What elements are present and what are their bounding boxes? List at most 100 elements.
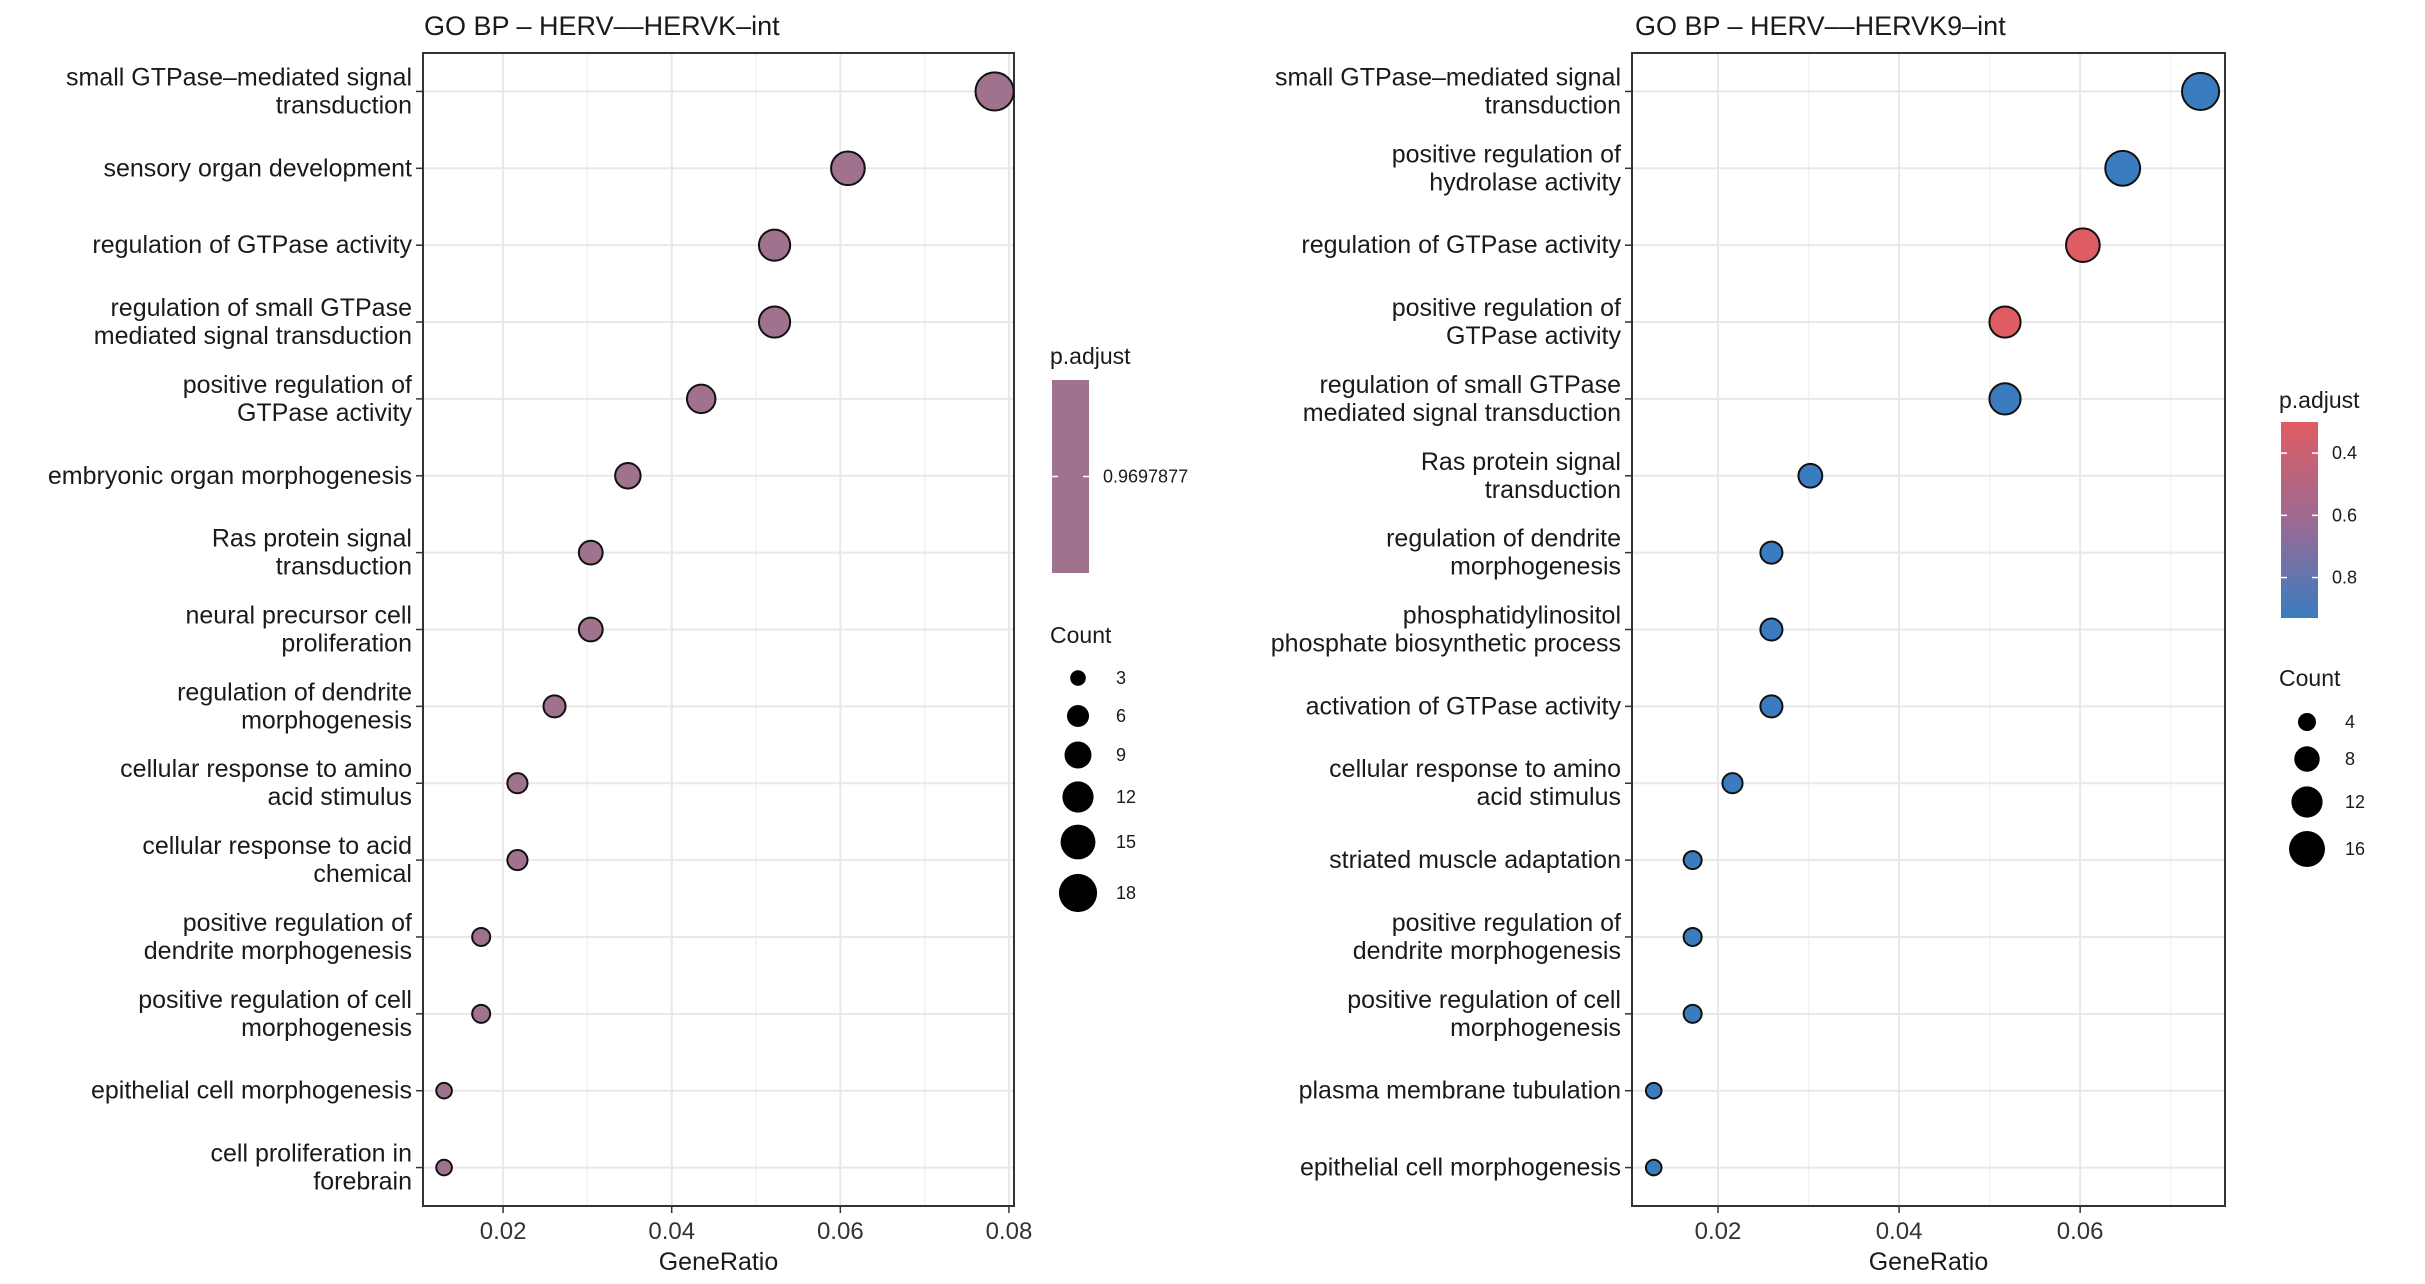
size-legend-title: Count [2279,665,2341,691]
panel-1: 0.02 0.04 0.06 0.08 small GTPase–mediated si… [48,11,1188,1276]
category-label-line: Ras protein signal [1421,448,1621,476]
category-label: cell proliferation in forebrain [211,1140,413,1196]
category-label-line: plasma membrane tubulation [1299,1077,1621,1105]
category-label: regulation of small GTPase mediated signa… [94,294,412,350]
data-point [1682,850,1703,871]
category-label-line: epithelial cell morphogenesis [91,1077,412,1105]
data-point [1644,1081,1663,1100]
category-label-line: positive regulation of [1392,294,1621,322]
x-tick-label: 0.04 [648,1218,695,1245]
size-legend: Count 4 8 12 16 [2279,665,2365,867]
category-label: epithelial cell morphogenesis [91,1077,412,1105]
category-label-line: morphogenesis [241,706,412,734]
data-point [1759,540,1784,565]
category-label-line: regulation of small GTPase [1319,371,1621,399]
category-label-line: positive regulation of cell [138,986,412,1014]
category-label-line: hydrolase activity [1429,168,1621,196]
category-label-line: epithelial cell morphogenesis [1300,1154,1621,1182]
category-label-line: morphogenesis [241,1014,412,1042]
data-point [614,462,642,490]
panel-border [1631,52,2226,1207]
data-point [1721,772,1744,795]
category-label-line: GTPase activity [237,399,413,427]
size-legend-label: 8 [2345,749,2355,769]
data-point [1988,382,2022,416]
category-label-line: embryonic organ morphogenesis [48,462,412,490]
data-point [435,1158,453,1177]
category-label-line: positive regulation of [1392,140,1621,168]
color-legend: p.adjust 0.9697877 [1050,343,1188,573]
chart-title: GO BP – HERV––HERVK9–int [1635,11,2006,41]
data-point [1797,462,1824,489]
category-label: small GTPase–mediated signal transduction [66,63,412,119]
data-point [471,926,492,947]
category-label-line: striated muscle adaptation [1329,846,1621,874]
size-legend-dot [1062,781,1094,813]
category-label-line: chemical [313,860,412,888]
x-tick-label: 0.02 [480,1218,527,1245]
category-label-line: positive regulation of [1392,909,1621,937]
category-label-line: cellular response to acid [142,832,412,860]
category-label-line: proliferation [281,630,412,658]
x-tick-label: 0.06 [817,1218,864,1245]
x-tick-label: 0.02 [1695,1218,1742,1245]
category-label: Ras protein signal transduction [1421,448,1621,504]
category-label: positive regulation of cell morphogenesis [1347,986,1621,1042]
category-label: neural precursor cell proliferation [186,602,413,658]
category-label: plasma membrane tubulation [1299,1077,1621,1105]
data-point [2181,71,2221,111]
category-label-line: neural precursor cell [186,602,413,630]
size-legend-label: 16 [2345,839,2365,859]
size-legend-dot [1058,873,1098,913]
category-label-line: acid stimulus [268,783,413,811]
category-label-line: phosphate biosynthetic process [1271,630,1621,658]
size-legend-label: 3 [1116,668,1126,688]
category-label-line: transduction [276,91,412,119]
data-point [542,694,567,719]
category-label-line: positive regulation of [183,909,412,937]
size-legend-dot [1070,670,1086,686]
category-label-line: regulation of GTPase activity [1301,231,1621,259]
category-label-line: morphogenesis [1450,553,1621,581]
colorbar-label: 0.6 [2332,505,2357,525]
category-label-line: dendrite morphogenesis [1353,937,1621,965]
category-label-line: mediated signal transduction [1303,399,1621,427]
category-label-line: cell proliferation in [211,1140,413,1168]
category-label: positive regulation of GTPase activity [183,371,413,427]
size-legend-label: 4 [2345,712,2355,732]
size-legend-label: 15 [1116,832,1136,852]
category-label: activation of GTPase activity [1306,692,1622,720]
category-label-line: transduction [276,553,412,581]
x-axis-title: GeneRatio [1869,1248,1989,1276]
size-legend-dot [2289,831,2325,867]
data-point [1682,926,1703,947]
category-label-line: forebrain [313,1168,412,1196]
category-label-line: regulation of dendrite [177,678,412,706]
category-label: embryonic organ morphogenesis [48,462,412,490]
colorbar-label: 0.8 [2332,568,2357,588]
category-label: phosphatidylinositol phosphate biosynthet… [1271,602,1621,658]
size-legend-dot [1066,704,1090,728]
category-label: small GTPase–mediated signal transduction [1275,63,1621,119]
category-label: regulation of dendrite morphogenesis [1386,525,1621,581]
size-legend-dot [2294,746,2320,772]
data-point [1682,1003,1703,1024]
category-label-line: cellular response to amino [120,755,412,783]
category-label: positive regulation of cell morphogenesis [138,986,412,1042]
data-point [471,1003,492,1024]
data-point [1644,1158,1663,1177]
size-legend-label: 9 [1116,745,1126,765]
x-tick-label: 0.04 [1876,1218,1923,1245]
category-label: positive regulation of dendrite morphogen… [144,909,412,965]
category-label-line: small GTPase–mediated signal [66,63,412,91]
category-label: sensory organ development [103,154,412,182]
category-label: cellular response to amino acid stimulus [1329,755,1621,811]
size-legend-title: Count [1050,622,1112,648]
category-label-line: small GTPase–mediated signal [1275,63,1621,91]
data-point [1988,305,2022,339]
x-tick-label: 0.08 [986,1218,1033,1245]
category-label: regulation of small GTPase mediated signa… [1303,371,1621,427]
data-point [1759,617,1784,642]
category-label: positive regulation of GTPase activity [1392,294,1622,350]
